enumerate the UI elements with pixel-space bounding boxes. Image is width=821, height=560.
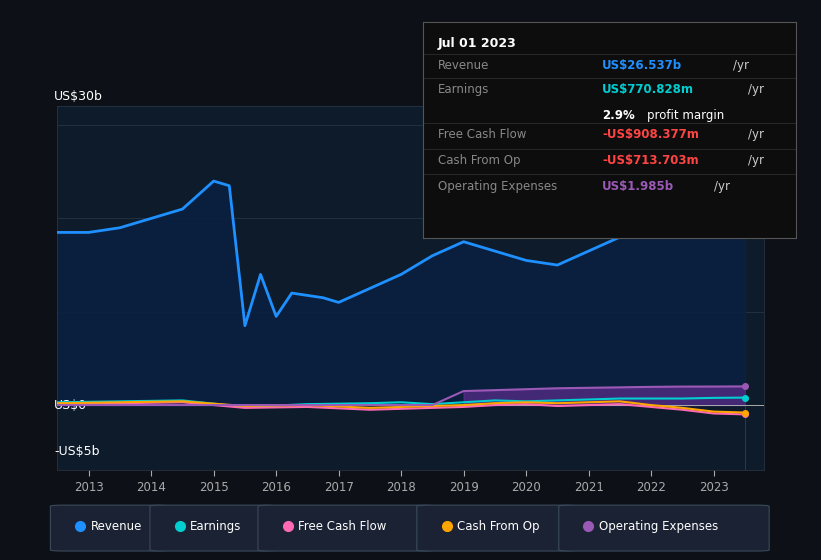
Text: Cash From Op: Cash From Op — [438, 154, 521, 167]
Text: /yr: /yr — [748, 83, 764, 96]
Text: /yr: /yr — [714, 180, 730, 193]
Text: US$770.828m: US$770.828m — [602, 83, 694, 96]
Text: Revenue: Revenue — [90, 520, 142, 533]
Text: -US$5b: -US$5b — [54, 445, 99, 458]
Text: profit margin: profit margin — [647, 109, 724, 122]
Text: Operating Expenses: Operating Expenses — [438, 180, 557, 193]
Text: US$30b: US$30b — [54, 90, 103, 103]
FancyBboxPatch shape — [559, 505, 769, 551]
Text: Cash From Op: Cash From Op — [457, 520, 539, 533]
Text: US$1.985b: US$1.985b — [602, 180, 674, 193]
Text: /yr: /yr — [733, 59, 749, 72]
Text: US$0: US$0 — [54, 399, 87, 412]
Text: Revenue: Revenue — [438, 59, 489, 72]
FancyBboxPatch shape — [50, 505, 167, 551]
FancyBboxPatch shape — [150, 505, 276, 551]
Text: Free Cash Flow: Free Cash Flow — [438, 128, 526, 141]
Text: Operating Expenses: Operating Expenses — [599, 520, 718, 533]
Text: 2.9%: 2.9% — [602, 109, 635, 122]
FancyBboxPatch shape — [417, 505, 576, 551]
Text: US$26.537b: US$26.537b — [602, 59, 682, 72]
Text: -US$713.703m: -US$713.703m — [602, 154, 699, 167]
Text: /yr: /yr — [748, 154, 764, 167]
Text: Earnings: Earnings — [190, 520, 241, 533]
Text: Earnings: Earnings — [438, 83, 489, 96]
FancyBboxPatch shape — [258, 505, 434, 551]
Text: -US$908.377m: -US$908.377m — [602, 128, 699, 141]
Text: Free Cash Flow: Free Cash Flow — [298, 520, 387, 533]
Text: /yr: /yr — [748, 128, 764, 141]
Text: Jul 01 2023: Jul 01 2023 — [438, 38, 516, 50]
